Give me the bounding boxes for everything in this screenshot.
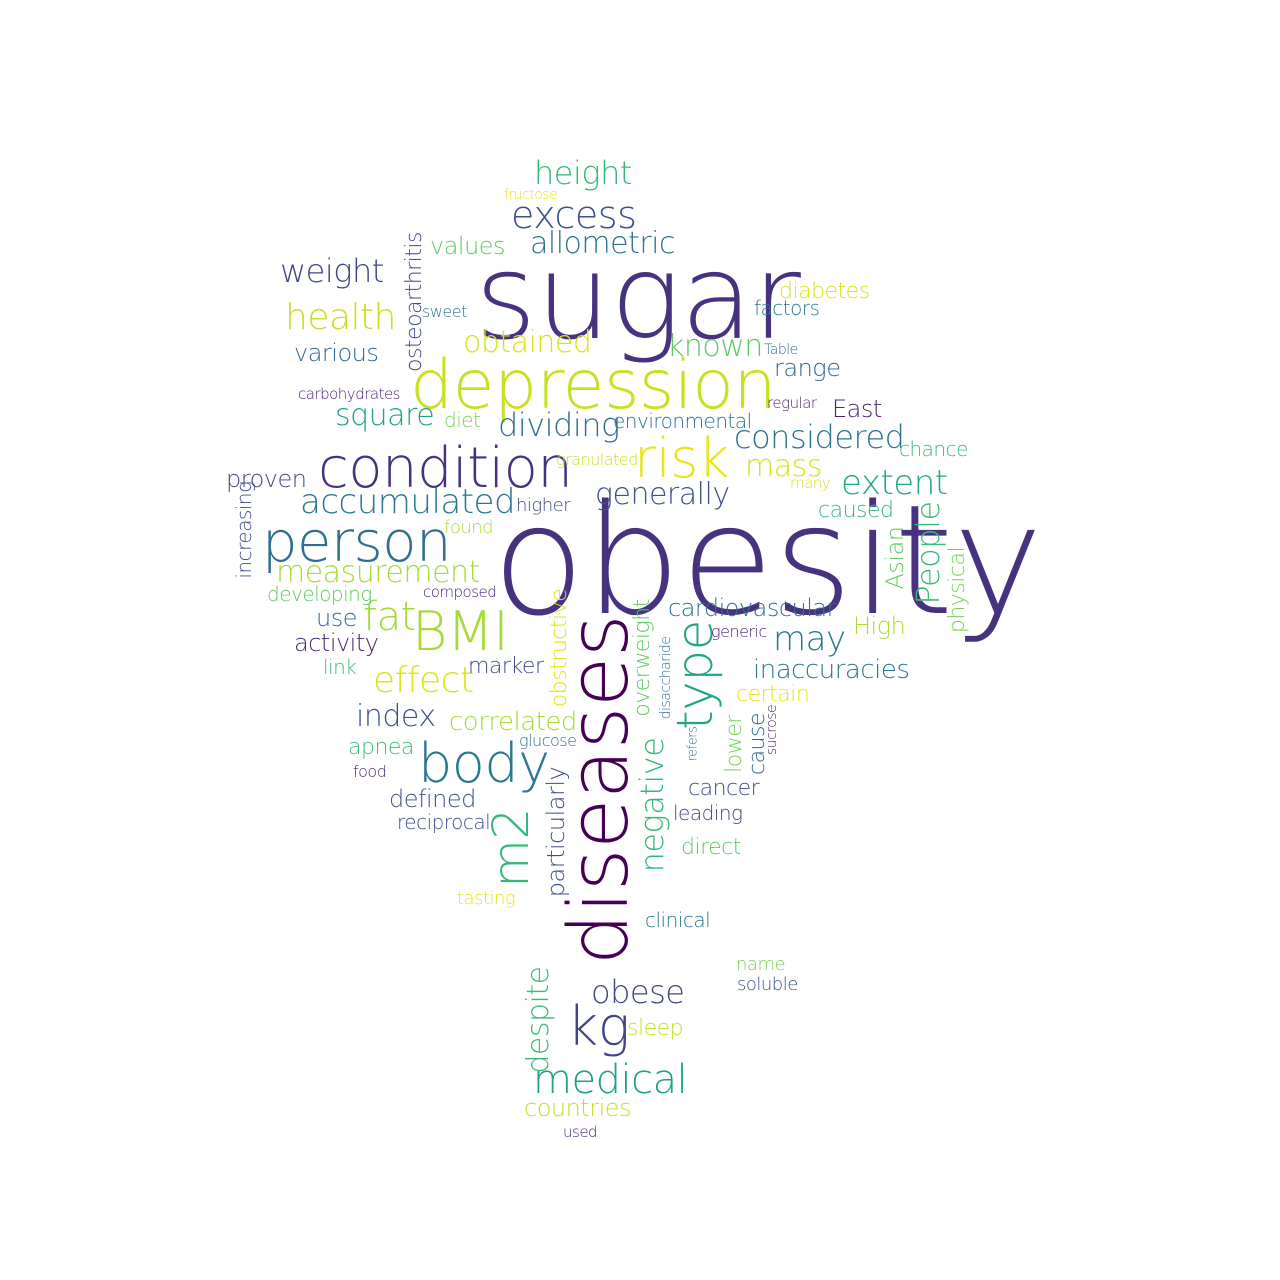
word-condition: condition	[318, 436, 573, 501]
word-particularly: particularly	[542, 766, 570, 898]
word-disaccharide: disaccharide	[658, 636, 674, 720]
word-m2: m2	[482, 808, 540, 888]
word-mass: mass	[745, 449, 822, 484]
word-activity: activity	[294, 629, 379, 657]
word-depression: depression	[410, 346, 776, 425]
word-generic: generic	[711, 622, 767, 641]
word-weight: weight	[280, 252, 384, 290]
word-obesity: obesity	[492, 472, 1043, 649]
word-refers: refers	[685, 726, 701, 762]
word-values: values	[430, 232, 506, 260]
word-high: High	[853, 612, 906, 640]
word-countries: countries	[524, 1094, 632, 1122]
word-apnea: apnea	[348, 735, 414, 760]
word-risk: risk	[634, 427, 729, 490]
word-use: use	[316, 604, 357, 632]
word-caused: caused	[818, 498, 894, 523]
word-sucrose: sucrose	[764, 704, 780, 756]
word-direct: direct	[681, 835, 741, 860]
word-may: may	[773, 619, 846, 659]
word-height: height	[534, 154, 632, 192]
word-many: many	[790, 474, 831, 492]
word-bmi: BMI	[412, 600, 509, 663]
word-composed: composed	[423, 583, 497, 601]
word-glucose: glucose	[519, 731, 577, 750]
word-lower: lower	[722, 715, 747, 773]
word-link: link	[323, 655, 357, 679]
word-developing: developing	[267, 582, 372, 606]
word-cancer: cancer	[688, 776, 760, 801]
word-health: health	[285, 297, 396, 338]
word-asian: Asian	[881, 526, 909, 590]
word-sleep: sleep	[627, 1016, 684, 1041]
word-increasing: increasing	[232, 481, 256, 579]
word-obese: obese	[591, 973, 685, 1011]
word-people: People	[909, 501, 947, 605]
word-obtained: obtained	[463, 325, 592, 360]
word-environmental: environmental	[613, 409, 752, 433]
word-accumulated: accumulated	[300, 482, 516, 522]
word-measurement: measurement	[276, 555, 480, 590]
word-cardiovascular: cardiovascular	[668, 594, 837, 622]
word-overweight: overweight	[630, 599, 655, 717]
word-factors: factors	[754, 296, 820, 320]
word-correlated: correlated	[449, 707, 577, 737]
word-medical: medical	[533, 1057, 688, 1103]
word-obstructive: obstructive	[547, 588, 572, 708]
word-index: index	[356, 699, 436, 734]
word-name: name	[736, 954, 786, 975]
word-dividing: dividing	[498, 406, 620, 444]
word-defined: defined	[389, 785, 476, 813]
word-generally: generally	[595, 477, 730, 512]
word-fructose: fructose	[504, 187, 558, 203]
word-person: person	[262, 510, 451, 575]
word-reciprocal: reciprocal	[397, 810, 491, 834]
word-certain: certain	[736, 682, 810, 707]
word-negative: negative	[633, 737, 671, 873]
word-proven: proven	[226, 465, 307, 493]
word-fat: fat	[363, 594, 416, 640]
word-sweet: sweet	[422, 302, 467, 321]
word-physical: physical	[945, 546, 970, 634]
word-range: range	[774, 354, 841, 382]
word-excess: excess	[511, 193, 637, 237]
word-kg: kg	[567, 995, 630, 1058]
word-extent: extent	[841, 463, 948, 503]
word-allometric: allometric	[530, 226, 676, 261]
word-leading: leading	[673, 801, 743, 825]
word-effect: effect	[373, 660, 474, 701]
word-square: square	[335, 398, 435, 433]
word-granulated: granulated	[556, 450, 638, 469]
word-used: used	[563, 1123, 598, 1141]
word-chance: chance	[899, 437, 968, 461]
word-body: body	[418, 732, 550, 795]
word-sugar: sugar	[475, 228, 801, 366]
word-tasting: tasting	[457, 888, 516, 909]
word-known: known	[667, 329, 763, 364]
word-marker: marker	[468, 654, 544, 679]
word-diet: diet	[444, 408, 481, 432]
word-table: Table	[764, 342, 798, 358]
word-soluble: soluble	[737, 974, 798, 995]
word-diabetes: diabetes	[779, 279, 870, 304]
word-despite: despite	[521, 966, 556, 1074]
word-clinical: clinical	[645, 908, 711, 932]
word-inaccuracies: inaccuracies	[753, 655, 910, 685]
word-various: various	[294, 339, 379, 367]
word-east: East	[832, 395, 882, 423]
word-found: found	[444, 517, 494, 538]
word-higher: higher	[516, 495, 571, 516]
word-regular: regular	[767, 394, 817, 412]
word-food: food	[353, 762, 387, 781]
word-considered: considered	[734, 418, 905, 456]
word-carbohydrates: carbohydrates	[298, 385, 401, 403]
